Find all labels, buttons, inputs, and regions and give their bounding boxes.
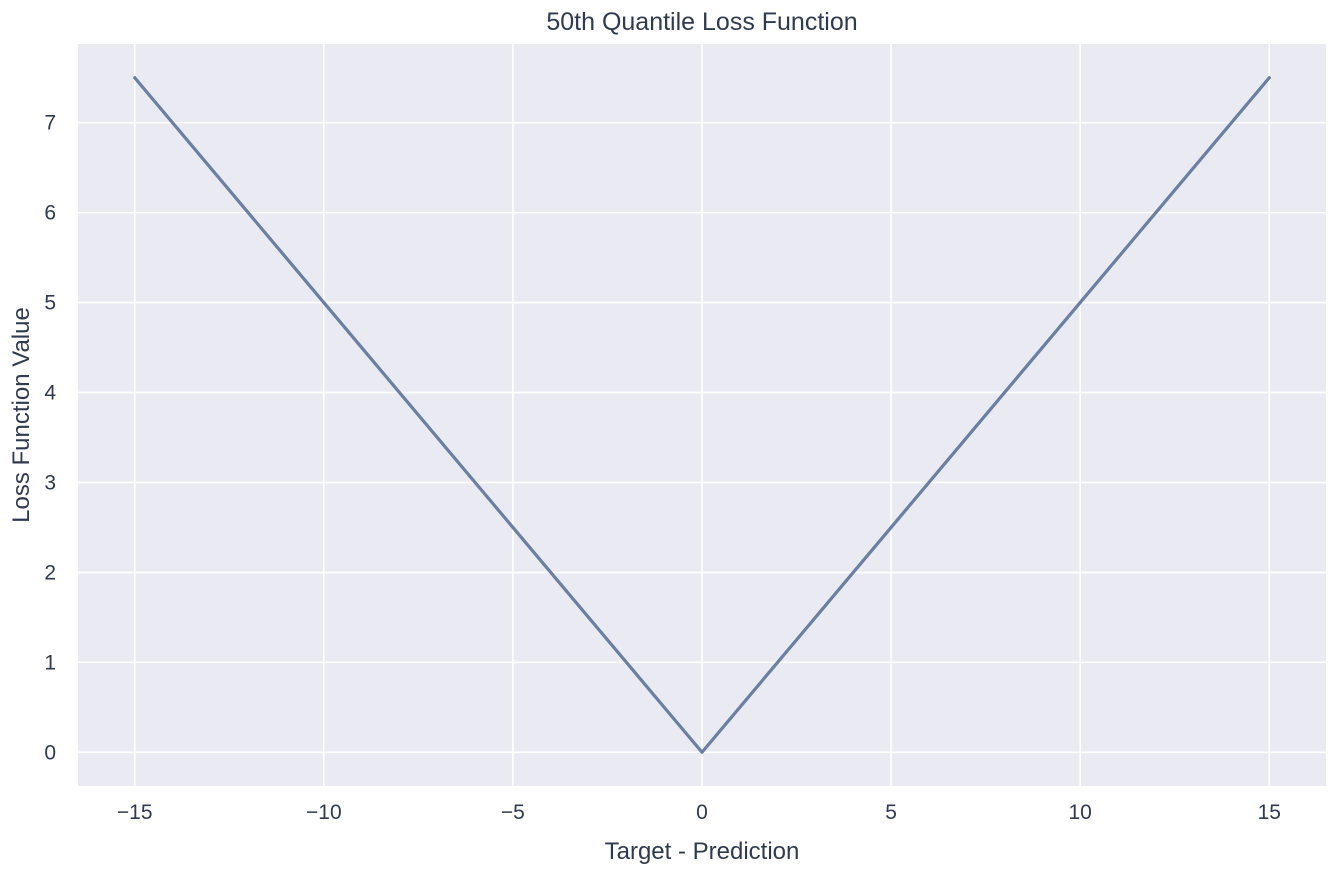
series-layer — [133, 76, 1271, 754]
x-tick-label: −15 — [117, 801, 153, 824]
x-tick-label: 0 — [696, 801, 708, 824]
y-tick-label: 6 — [44, 202, 56, 225]
y-tick-label: 0 — [44, 741, 56, 764]
y-axis-label: Loss Function Value — [8, 307, 35, 523]
y-tick-label: 1 — [44, 651, 56, 674]
y-tick-label: 3 — [44, 471, 56, 494]
y-tick-label: 7 — [44, 112, 56, 135]
x-tick-labels: −15 −10 −5 0 5 10 15 — [117, 801, 1281, 824]
x-tick-label: 5 — [885, 801, 897, 824]
chart-title: 50th Quantile Loss Function — [546, 8, 857, 36]
x-axis-label: Target - Prediction — [605, 838, 800, 865]
y-tick-label: 2 — [44, 561, 56, 584]
series-line-0 — [133, 76, 1271, 754]
y-tick-label: 4 — [44, 382, 56, 405]
x-tick-label: 10 — [1069, 801, 1092, 824]
y-tick-labels: 0 1 2 3 4 5 6 7 — [44, 112, 56, 765]
x-tick-label: −5 — [501, 801, 525, 824]
y-tick-label: 5 — [44, 292, 56, 315]
y-gridlines — [78, 121, 1326, 754]
x-tick-label: 15 — [1258, 801, 1281, 824]
x-tick-label: −10 — [306, 801, 342, 824]
